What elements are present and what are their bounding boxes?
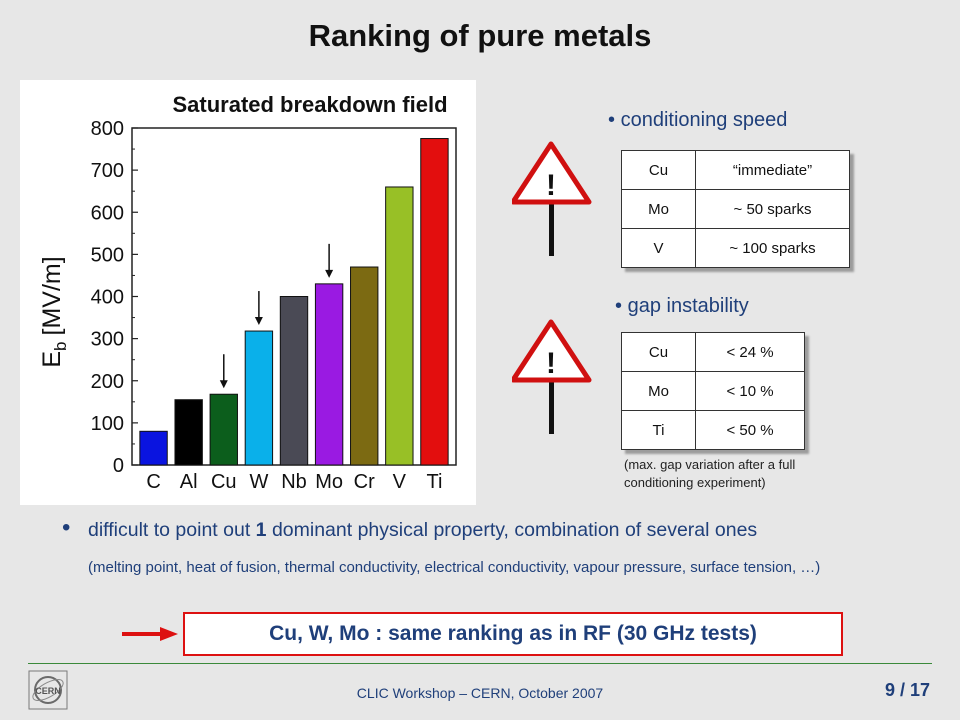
table-cell-metal: Mo: [621, 371, 696, 411]
gap-note: (max. gap variation after a full conditi…: [624, 456, 795, 492]
warning-sign-speed: !: [512, 141, 592, 256]
body-main-point-pre: difficult to point out: [88, 519, 256, 541]
table-cell-metal: Cu: [621, 150, 696, 190]
y-tick-label: 0: [113, 455, 124, 477]
table-cell-value: < 10 %: [695, 371, 805, 411]
x-tick-label: C: [146, 471, 160, 493]
slide-title: Ranking of pure metals: [308, 18, 652, 53]
warning-sign-gap: !: [512, 319, 592, 434]
warning-sign-post: [549, 378, 554, 434]
footer-text: CLIC Workshop – CERN, October 2007: [356, 685, 604, 701]
marker-arrowhead-w: [254, 317, 263, 326]
bar-al: [174, 399, 203, 466]
bar-cr: [350, 266, 379, 466]
y-tick-label: 800: [91, 118, 124, 140]
table-cell-metal: Ti: [621, 410, 696, 450]
table-row: Cu “immediate”: [621, 150, 850, 190]
gap-table: Cu < 24 % Mo < 10 % Ti < 50 %: [621, 332, 805, 450]
speed-heading: • conditioning speed: [608, 109, 787, 132]
arrow-right-icon: [122, 627, 178, 641]
warning-triangle-icon: [512, 319, 592, 383]
bar-mo: [314, 283, 344, 466]
svg-text:Eb[MV/m]: Eb [MV/m]: [38, 256, 70, 367]
speed-heading-text: conditioning speed: [620, 109, 788, 131]
y-axis-label: Eb [MV/m]: [38, 256, 70, 367]
body-main-point-bold: 1: [255, 519, 267, 541]
y-tick-label: 600: [91, 202, 124, 224]
cern-logo-text: CERN: [35, 686, 61, 696]
gap-note-line2: conditioning experiment): [624, 475, 766, 490]
warning-triangle-icon: [512, 141, 592, 205]
y-tick-label: 200: [91, 371, 124, 393]
exclamation-icon: !: [546, 169, 556, 202]
gap-heading: • gap instability: [615, 295, 749, 318]
table-row: V ~ 100 sparks: [621, 228, 850, 268]
body-main-point: difficult to point out 1 dominant physic…: [88, 519, 757, 542]
table-row: Ti < 50 %: [621, 410, 805, 450]
y-tick-label: 300: [91, 329, 124, 351]
body-property-list: (melting point, heat of fusion, thermal …: [88, 559, 821, 576]
x-tick-label: Al: [180, 471, 198, 493]
y-axis-label-unit: [MV/m]: [38, 256, 66, 335]
y-tick-label: 700: [91, 160, 124, 182]
marker-arrowhead-cu: [219, 380, 228, 389]
x-tick-label: Mo: [315, 471, 343, 493]
warning-sign-post: [549, 200, 554, 256]
gap-heading-bullet: •: [615, 295, 623, 317]
body-bullet: •: [62, 514, 71, 541]
bar-v: [385, 186, 414, 466]
bar-cu: [209, 393, 238, 466]
gap-note-line1: (max. gap variation after a full: [624, 457, 796, 472]
table-row: Mo ~ 50 sparks: [621, 189, 850, 229]
x-tick-label: W: [249, 471, 268, 493]
y-tick-label: 400: [91, 287, 124, 309]
bar-w: [244, 330, 274, 466]
y-axis-label-sub: b: [51, 342, 70, 351]
chart-panel: Saturated breakdown field Eb [MV/m] 0 100 2…: [20, 80, 476, 505]
footer-divider: [28, 663, 932, 664]
page-number: 9 / 17: [884, 680, 930, 700]
table-row: Mo < 10 %: [621, 371, 805, 411]
body-main-point-post: dominant physical property, combination …: [266, 519, 758, 541]
table-cell-value: ~ 50 sparks: [695, 189, 850, 229]
table-cell-value: < 50 %: [695, 410, 805, 450]
y-axis-label-main: E: [38, 351, 66, 368]
table-cell-value: ~ 100 sparks: [695, 228, 850, 268]
y-tick-label: 100: [91, 413, 124, 435]
chart-title: Saturated breakdown field: [172, 92, 447, 117]
x-tick-label: V: [393, 471, 407, 493]
table-cell-value: < 24 %: [695, 332, 805, 372]
breakdown-field-chart: Saturated breakdown field Eb [MV/m] 0 100 2…: [38, 92, 457, 493]
x-tick-label: Cu: [211, 471, 237, 493]
speed-heading-bullet: •: [608, 109, 616, 131]
conclusion-box: Cu, W, Mo : same ranking as in RF (30 GH…: [183, 612, 843, 656]
gap-heading-text: gap instability: [627, 295, 749, 317]
table-row: Cu < 24 %: [621, 332, 805, 372]
x-tick-label: Nb: [281, 471, 307, 493]
cern-logo-icon: CERN: [28, 670, 68, 710]
bar-ti: [420, 138, 449, 466]
speed-table: Cu “immediate” Mo ~ 50 sparks V ~ 100 sp…: [621, 150, 850, 268]
exclamation-icon: !: [546, 347, 556, 380]
marker-arrowhead-mo: [325, 269, 334, 278]
table-cell-metal: Cu: [621, 332, 696, 372]
table-cell-value: “immediate”: [695, 150, 850, 190]
table-cell-metal: Mo: [621, 189, 696, 229]
bar-c: [139, 430, 168, 466]
bar-nb: [279, 296, 309, 466]
x-tick-label: Cr: [354, 471, 375, 493]
table-cell-metal: V: [621, 228, 696, 268]
y-tick-label: 500: [91, 244, 124, 266]
x-tick-label: Ti: [426, 471, 442, 493]
